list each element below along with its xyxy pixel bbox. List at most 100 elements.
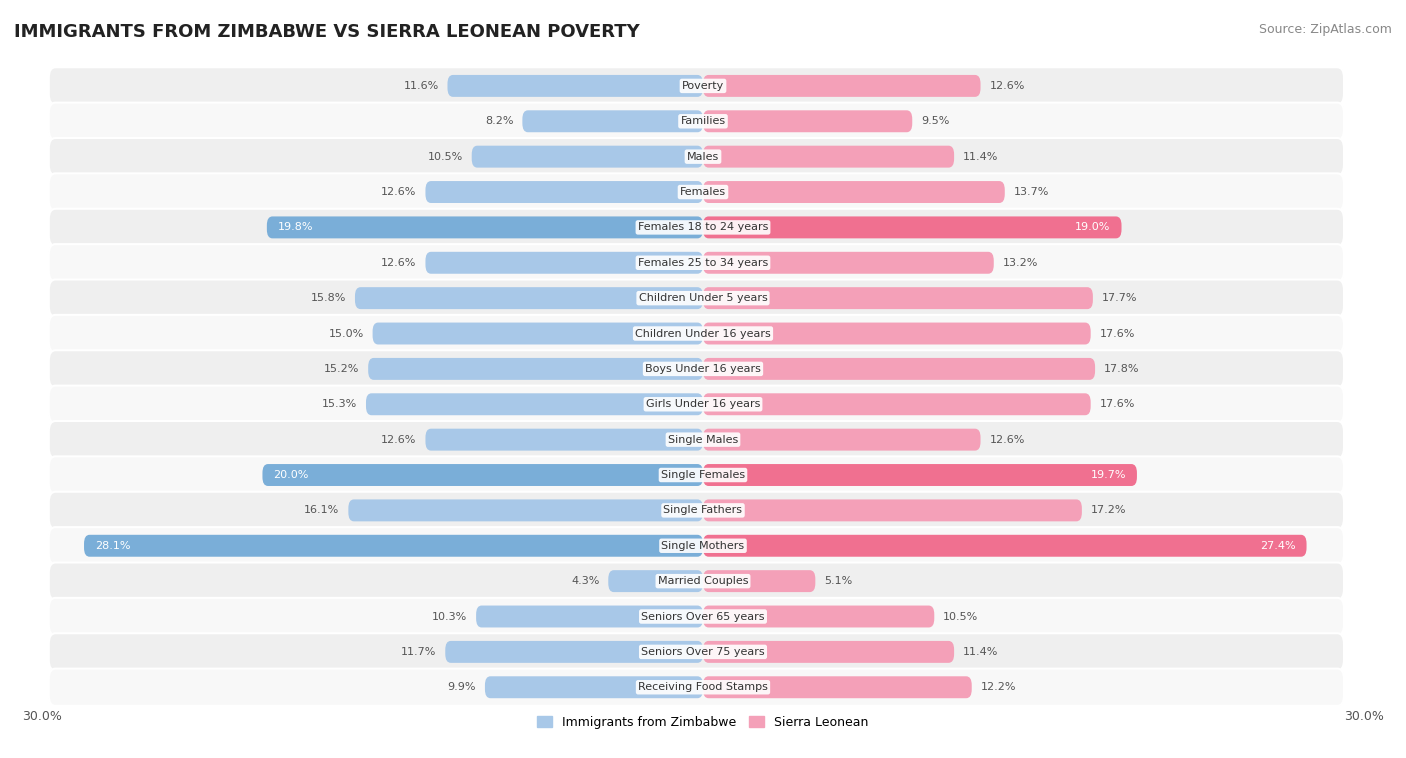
FancyBboxPatch shape xyxy=(703,570,815,592)
FancyBboxPatch shape xyxy=(354,287,703,309)
FancyBboxPatch shape xyxy=(703,676,972,698)
Text: Males: Males xyxy=(688,152,718,161)
Text: Poverty: Poverty xyxy=(682,81,724,91)
FancyBboxPatch shape xyxy=(703,75,980,97)
FancyBboxPatch shape xyxy=(349,500,703,522)
Text: 11.4%: 11.4% xyxy=(963,152,998,161)
Text: Females: Females xyxy=(681,187,725,197)
Text: Receiving Food Stamps: Receiving Food Stamps xyxy=(638,682,768,692)
FancyBboxPatch shape xyxy=(426,429,703,450)
Text: 17.6%: 17.6% xyxy=(1099,328,1135,339)
Text: 17.2%: 17.2% xyxy=(1091,506,1126,515)
Text: 15.2%: 15.2% xyxy=(323,364,360,374)
FancyBboxPatch shape xyxy=(49,492,1344,529)
Text: 17.7%: 17.7% xyxy=(1102,293,1137,303)
Text: Females 25 to 34 years: Females 25 to 34 years xyxy=(638,258,768,268)
Text: 12.2%: 12.2% xyxy=(980,682,1017,692)
FancyBboxPatch shape xyxy=(703,641,955,662)
Text: 28.1%: 28.1% xyxy=(96,540,131,551)
Text: 12.6%: 12.6% xyxy=(381,434,416,445)
FancyBboxPatch shape xyxy=(49,386,1344,423)
FancyBboxPatch shape xyxy=(49,208,1344,246)
FancyBboxPatch shape xyxy=(49,350,1344,387)
Text: 12.6%: 12.6% xyxy=(381,258,416,268)
FancyBboxPatch shape xyxy=(263,464,703,486)
Text: 17.8%: 17.8% xyxy=(1104,364,1139,374)
Text: 9.9%: 9.9% xyxy=(447,682,477,692)
FancyBboxPatch shape xyxy=(477,606,703,628)
Text: 12.6%: 12.6% xyxy=(990,81,1025,91)
Text: 9.5%: 9.5% xyxy=(921,116,949,127)
FancyBboxPatch shape xyxy=(703,323,1091,344)
FancyBboxPatch shape xyxy=(373,323,703,344)
Text: 16.1%: 16.1% xyxy=(304,506,339,515)
FancyBboxPatch shape xyxy=(703,252,994,274)
FancyBboxPatch shape xyxy=(471,146,703,168)
FancyBboxPatch shape xyxy=(703,146,955,168)
Text: 27.4%: 27.4% xyxy=(1260,540,1295,551)
FancyBboxPatch shape xyxy=(49,527,1344,565)
FancyBboxPatch shape xyxy=(703,606,934,628)
Text: Seniors Over 75 years: Seniors Over 75 years xyxy=(641,647,765,657)
FancyBboxPatch shape xyxy=(426,252,703,274)
FancyBboxPatch shape xyxy=(84,535,703,556)
FancyBboxPatch shape xyxy=(447,75,703,97)
FancyBboxPatch shape xyxy=(703,535,1306,556)
Text: 15.3%: 15.3% xyxy=(322,399,357,409)
FancyBboxPatch shape xyxy=(49,280,1344,317)
Text: Girls Under 16 years: Girls Under 16 years xyxy=(645,399,761,409)
Text: Children Under 5 years: Children Under 5 years xyxy=(638,293,768,303)
Text: 17.6%: 17.6% xyxy=(1099,399,1135,409)
FancyBboxPatch shape xyxy=(49,102,1344,140)
Text: Families: Families xyxy=(681,116,725,127)
FancyBboxPatch shape xyxy=(366,393,703,415)
FancyBboxPatch shape xyxy=(49,562,1344,600)
FancyBboxPatch shape xyxy=(703,464,1137,486)
FancyBboxPatch shape xyxy=(703,111,912,132)
FancyBboxPatch shape xyxy=(523,111,703,132)
Text: Single Fathers: Single Fathers xyxy=(664,506,742,515)
Text: 11.6%: 11.6% xyxy=(404,81,439,91)
FancyBboxPatch shape xyxy=(703,429,980,450)
FancyBboxPatch shape xyxy=(49,669,1344,706)
Text: 8.2%: 8.2% xyxy=(485,116,513,127)
FancyBboxPatch shape xyxy=(703,358,1095,380)
FancyBboxPatch shape xyxy=(485,676,703,698)
Legend: Immigrants from Zimbabwe, Sierra Leonean: Immigrants from Zimbabwe, Sierra Leonean xyxy=(533,711,873,734)
Text: Seniors Over 65 years: Seniors Over 65 years xyxy=(641,612,765,622)
Text: 10.5%: 10.5% xyxy=(943,612,979,622)
Text: Source: ZipAtlas.com: Source: ZipAtlas.com xyxy=(1258,23,1392,36)
FancyBboxPatch shape xyxy=(49,633,1344,671)
FancyBboxPatch shape xyxy=(49,174,1344,211)
FancyBboxPatch shape xyxy=(267,217,703,238)
FancyBboxPatch shape xyxy=(49,315,1344,352)
FancyBboxPatch shape xyxy=(703,287,1092,309)
Text: 13.7%: 13.7% xyxy=(1014,187,1049,197)
FancyBboxPatch shape xyxy=(426,181,703,203)
Text: Boys Under 16 years: Boys Under 16 years xyxy=(645,364,761,374)
Text: 11.7%: 11.7% xyxy=(401,647,436,657)
FancyBboxPatch shape xyxy=(49,421,1344,459)
Text: 11.4%: 11.4% xyxy=(963,647,998,657)
Text: IMMIGRANTS FROM ZIMBABWE VS SIERRA LEONEAN POVERTY: IMMIGRANTS FROM ZIMBABWE VS SIERRA LEONE… xyxy=(14,23,640,41)
Text: 19.0%: 19.0% xyxy=(1076,222,1111,233)
FancyBboxPatch shape xyxy=(703,500,1081,522)
Text: 12.6%: 12.6% xyxy=(381,187,416,197)
Text: Females 18 to 24 years: Females 18 to 24 years xyxy=(638,222,768,233)
Text: Single Females: Single Females xyxy=(661,470,745,480)
FancyBboxPatch shape xyxy=(49,598,1344,635)
FancyBboxPatch shape xyxy=(368,358,703,380)
Text: 12.6%: 12.6% xyxy=(990,434,1025,445)
Text: Single Mothers: Single Mothers xyxy=(661,540,745,551)
FancyBboxPatch shape xyxy=(703,217,1122,238)
Text: 10.5%: 10.5% xyxy=(427,152,463,161)
FancyBboxPatch shape xyxy=(703,393,1091,415)
Text: 15.0%: 15.0% xyxy=(329,328,364,339)
FancyBboxPatch shape xyxy=(49,244,1344,281)
FancyBboxPatch shape xyxy=(703,181,1005,203)
Text: 10.3%: 10.3% xyxy=(432,612,467,622)
FancyBboxPatch shape xyxy=(609,570,703,592)
FancyBboxPatch shape xyxy=(49,456,1344,493)
Text: 4.3%: 4.3% xyxy=(571,576,599,586)
Text: 19.7%: 19.7% xyxy=(1091,470,1126,480)
